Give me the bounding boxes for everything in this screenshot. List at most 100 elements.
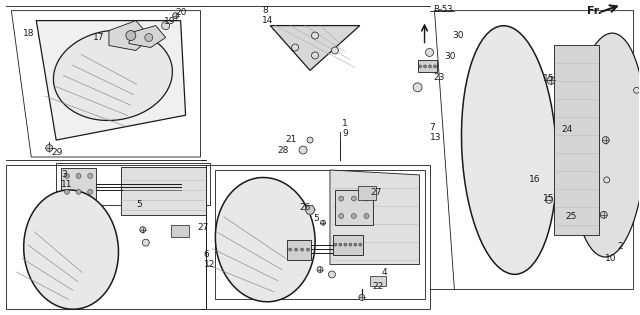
Text: B-53: B-53 xyxy=(433,5,453,14)
Polygon shape xyxy=(109,20,151,50)
Circle shape xyxy=(145,34,153,42)
Text: 20: 20 xyxy=(175,8,187,17)
Polygon shape xyxy=(270,26,360,70)
Text: 5: 5 xyxy=(313,214,319,223)
Text: 10: 10 xyxy=(605,254,616,263)
Circle shape xyxy=(351,214,356,219)
Text: 30: 30 xyxy=(452,31,464,40)
Ellipse shape xyxy=(215,177,315,302)
Ellipse shape xyxy=(24,190,118,309)
Text: 26: 26 xyxy=(299,203,310,212)
Text: Fr.: Fr. xyxy=(587,6,602,16)
Text: 6: 6 xyxy=(204,250,209,259)
Text: 27: 27 xyxy=(371,188,382,197)
Text: 9: 9 xyxy=(342,129,348,138)
Text: 1: 1 xyxy=(342,119,348,128)
Text: 15: 15 xyxy=(543,74,554,83)
Text: 14: 14 xyxy=(262,16,274,25)
Circle shape xyxy=(289,248,292,251)
Text: 30: 30 xyxy=(444,52,456,61)
Polygon shape xyxy=(330,170,420,265)
Circle shape xyxy=(364,214,369,219)
Circle shape xyxy=(301,248,303,251)
Circle shape xyxy=(126,31,136,41)
Circle shape xyxy=(292,44,299,51)
Circle shape xyxy=(339,214,344,219)
Text: 5: 5 xyxy=(136,200,141,209)
Text: 16: 16 xyxy=(529,175,541,184)
Bar xyxy=(335,190,372,225)
Bar xyxy=(417,60,438,72)
Circle shape xyxy=(142,239,149,246)
Text: 29: 29 xyxy=(51,147,63,157)
Circle shape xyxy=(173,13,179,19)
Ellipse shape xyxy=(461,26,557,274)
Circle shape xyxy=(45,145,52,152)
Circle shape xyxy=(299,146,307,154)
Circle shape xyxy=(76,189,81,194)
Text: 22: 22 xyxy=(372,282,384,291)
Bar xyxy=(370,277,386,286)
Text: 17: 17 xyxy=(93,33,104,42)
Circle shape xyxy=(65,174,70,178)
Circle shape xyxy=(429,65,431,68)
Text: 21: 21 xyxy=(285,135,296,144)
Circle shape xyxy=(419,65,422,68)
Ellipse shape xyxy=(572,33,640,257)
Polygon shape xyxy=(121,167,205,215)
Circle shape xyxy=(307,248,310,251)
Text: 27: 27 xyxy=(198,223,209,232)
Circle shape xyxy=(332,47,339,54)
Circle shape xyxy=(354,243,357,246)
Circle shape xyxy=(364,196,369,201)
Bar xyxy=(56,163,211,205)
Circle shape xyxy=(88,174,93,178)
Circle shape xyxy=(600,211,607,218)
Circle shape xyxy=(604,177,610,183)
Text: 8: 8 xyxy=(262,6,268,15)
Text: 19: 19 xyxy=(164,17,175,26)
Circle shape xyxy=(162,22,170,30)
Text: 23: 23 xyxy=(433,73,445,82)
Polygon shape xyxy=(305,205,315,214)
Text: 18: 18 xyxy=(23,29,35,38)
Circle shape xyxy=(65,189,70,194)
Polygon shape xyxy=(36,20,186,140)
Circle shape xyxy=(317,266,323,272)
Bar xyxy=(171,225,189,237)
Circle shape xyxy=(312,52,319,59)
Polygon shape xyxy=(129,26,166,48)
Circle shape xyxy=(312,32,319,39)
Circle shape xyxy=(359,295,365,301)
Circle shape xyxy=(88,189,93,194)
Polygon shape xyxy=(554,45,599,235)
Text: 11: 11 xyxy=(61,180,73,189)
Text: 15: 15 xyxy=(543,194,554,203)
Circle shape xyxy=(307,137,313,143)
Circle shape xyxy=(339,243,342,246)
Bar xyxy=(61,168,96,200)
Bar xyxy=(358,186,376,200)
Text: 4: 4 xyxy=(381,268,387,277)
Text: 13: 13 xyxy=(429,133,441,141)
Circle shape xyxy=(294,248,298,251)
Circle shape xyxy=(351,196,356,201)
Circle shape xyxy=(349,243,352,246)
Circle shape xyxy=(344,243,347,246)
Circle shape xyxy=(426,49,433,56)
Text: 2: 2 xyxy=(618,242,623,251)
Circle shape xyxy=(413,83,422,92)
Circle shape xyxy=(433,65,436,68)
Bar xyxy=(333,235,363,255)
Circle shape xyxy=(634,87,639,93)
Circle shape xyxy=(76,174,81,178)
Circle shape xyxy=(424,65,426,68)
Ellipse shape xyxy=(53,30,172,121)
Bar xyxy=(287,240,311,260)
Text: 24: 24 xyxy=(561,125,572,134)
Circle shape xyxy=(359,243,362,246)
Text: 28: 28 xyxy=(277,146,289,155)
Circle shape xyxy=(321,220,326,225)
Bar xyxy=(216,170,424,299)
Circle shape xyxy=(140,227,146,233)
